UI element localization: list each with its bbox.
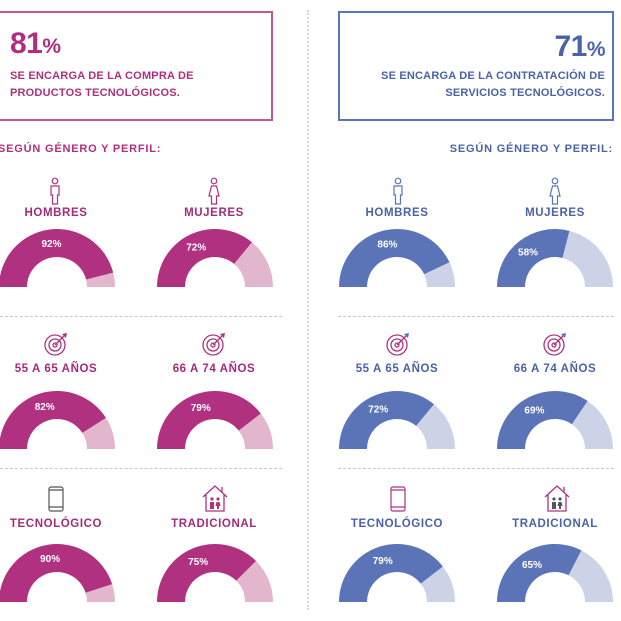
label-age-55-65: 55 A 65 AÑOS [14, 363, 98, 375]
man-icon [393, 177, 403, 205]
right-stat-caption: SE ENCARGA DE LA CONTRATACIÓN DE SERVICI… [381, 70, 605, 99]
smartphone-icon [390, 486, 406, 512]
gauge-value-label: 75% [188, 557, 208, 568]
label-mujeres: MUJERES [184, 207, 244, 219]
right-row-divider-1 [338, 316, 614, 317]
gauge-remainder-tradicional [568, 550, 613, 602]
label-hombres: HOMBRES [365, 207, 429, 219]
house-family-icon [544, 485, 570, 512]
target-icon [202, 333, 225, 356]
right-stat-box [338, 11, 614, 121]
label-hombres: HOMBRES [24, 207, 88, 219]
label-age-55-65: 55 A 65 AÑOS [355, 363, 439, 375]
right-section-title: SEGÚN GÉNERO Y PERFIL: [449, 143, 613, 155]
gauge-remainder-mujeres [234, 242, 273, 287]
gauge-value-tradicional [157, 543, 257, 602]
gauge-value-mujeres [497, 229, 570, 287]
gauge-value-label: 65% [522, 560, 542, 571]
gauge-value-55-a-65-años [339, 391, 434, 449]
left-section-title: SEGÚN GÉNERO Y PERFIL: [0, 143, 162, 155]
gauge-remainder-55-a-65-años [416, 404, 455, 449]
gauge-remainder-tecnológico [420, 566, 455, 602]
left-stat-caption: SE ENCARGA DE LA COMPRA DE PRODUCTOS TEC… [10, 70, 194, 99]
woman-icon [549, 177, 561, 205]
gauge-value-55-a-65-años [0, 391, 106, 449]
target-icon [386, 333, 409, 356]
gauge-value-mujeres [157, 228, 252, 287]
woman-icon [208, 177, 220, 205]
gauge-remainder-mujeres [562, 230, 613, 287]
label-tradicional: TRADICIONAL [512, 518, 598, 530]
label-tecnologico: TECNOLÓGICO [9, 518, 103, 530]
gauge-value-label: 92% [41, 239, 61, 250]
vertical-divider [307, 10, 309, 610]
left-row-divider-2 [0, 468, 282, 469]
left-row-divider-1 [0, 316, 282, 317]
label-tecnologico: TECNOLÓGICO [350, 518, 444, 530]
gauge-remainder-hombres [86, 272, 115, 287]
man-icon [50, 177, 60, 205]
label-age-66-74: 66 A 74 AÑOS [513, 363, 597, 375]
smartphone-icon [48, 486, 64, 512]
label-mujeres: MUJERES [525, 207, 585, 219]
gauge-remainder-55-a-65-años [82, 417, 115, 449]
gauge-remainder-tradicional [236, 560, 273, 602]
gauge-value-label: 72% [368, 405, 388, 416]
gauge-value-hombres [339, 229, 450, 287]
target-icon [44, 333, 67, 356]
gauge-value-label: 72% [186, 243, 206, 254]
label-tradicional: TRADICIONAL [171, 518, 257, 530]
house-family-icon [202, 485, 228, 512]
target-icon [543, 333, 566, 356]
gauge-value-label: 90% [40, 554, 60, 565]
gauge-remainder-66-a-74-años [571, 401, 613, 449]
gauge-value-tradicional [497, 544, 582, 602]
gauge-value-label: 79% [373, 556, 393, 567]
gauge-value-label: 79% [191, 403, 211, 414]
gauge-value-label: 69% [524, 406, 544, 417]
label-age-66-74: 66 A 74 AÑOS [172, 363, 256, 375]
gauge-value-label: 82% [35, 402, 55, 413]
gauge-value-66-a-74-años [157, 391, 261, 449]
gauge-value-label: 86% [377, 240, 397, 251]
left-stat-box [0, 11, 273, 121]
gauge-value-tecnológico [0, 544, 113, 602]
gauge-value-label: 58% [518, 248, 538, 259]
gauge-remainder-66-a-74-años [238, 413, 273, 449]
right-row-divider-2 [338, 468, 614, 469]
gauge-value-hombres [0, 229, 114, 287]
gauge-remainder-hombres [424, 262, 455, 287]
gauge-remainder-tecnológico [85, 584, 115, 602]
left-stat-value: 81% [10, 27, 61, 60]
right-stat-value: 71% [554, 30, 605, 63]
gauge-value-tecnológico [339, 544, 443, 602]
gauge-value-66-a-74-años [497, 391, 588, 449]
